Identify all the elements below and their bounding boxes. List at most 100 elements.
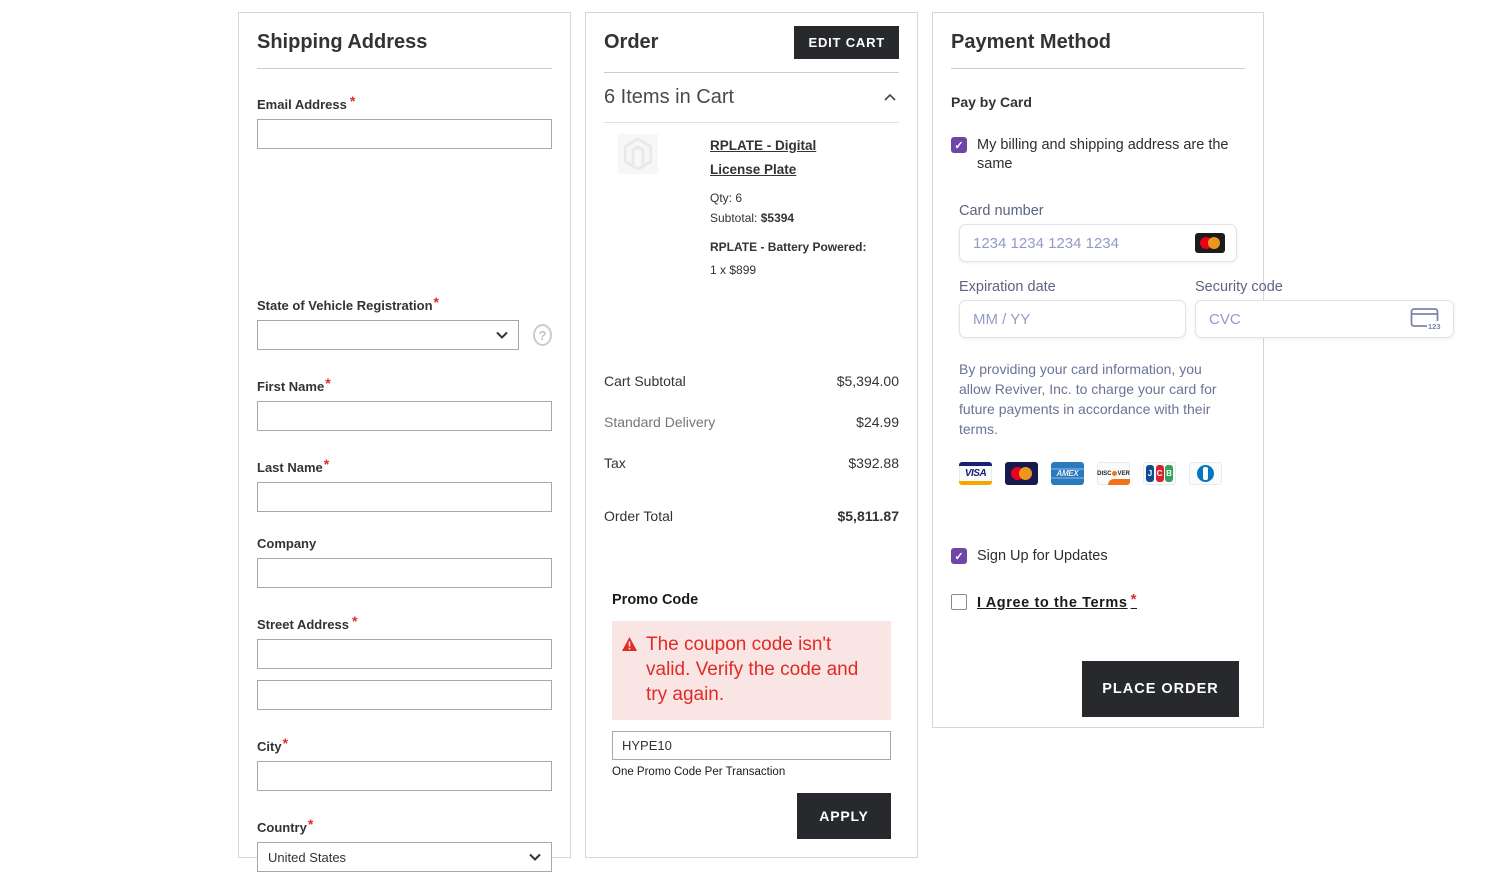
discover-icon: DISC VER bbox=[1097, 462, 1130, 485]
city-input[interactable] bbox=[257, 761, 552, 791]
total-row-tax: Tax $392.88 bbox=[604, 455, 899, 471]
first-name-field-group: First Name* bbox=[257, 375, 552, 431]
city-field-group: City* bbox=[257, 735, 552, 791]
svg-text:123: 123 bbox=[1428, 322, 1441, 331]
shipping-address-panel: Shipping Address Email Address * State of… bbox=[238, 12, 571, 872]
mastercard-icon bbox=[1005, 462, 1038, 485]
payment-method-title: Payment Method bbox=[951, 13, 1245, 69]
item-option-name: RPLATE - Battery Powered: bbox=[710, 240, 867, 254]
required-asterisk: * bbox=[325, 375, 331, 391]
billing-same-checkbox[interactable]: ✓ bbox=[951, 137, 967, 153]
first-name-label: First Name* bbox=[257, 375, 331, 394]
items-in-cart-header: 6 Items in Cart bbox=[604, 86, 735, 108]
form-spacer bbox=[257, 149, 552, 269]
signup-checkbox[interactable]: ✓ bbox=[951, 548, 967, 564]
promo-code-input[interactable] bbox=[612, 731, 891, 760]
place-order-button[interactable]: PLACE ORDER bbox=[1082, 661, 1239, 717]
cvc-card-icon: 123 bbox=[1410, 307, 1442, 331]
signup-label: Sign Up for Updates bbox=[977, 548, 1108, 564]
last-name-input[interactable] bbox=[257, 482, 552, 512]
card-number-input[interactable] bbox=[971, 233, 1195, 253]
email-label: Email Address * bbox=[257, 93, 356, 112]
state-label: State of Vehicle Registration* bbox=[257, 294, 439, 313]
card-disclaimer-text: By providing your card information, you … bbox=[959, 361, 1217, 437]
email-input[interactable] bbox=[257, 119, 552, 149]
required-asterisk: * bbox=[352, 613, 358, 629]
expiration-label: Expiration date bbox=[959, 279, 1056, 295]
state-select[interactable] bbox=[257, 320, 519, 350]
promo-code-title: Promo Code bbox=[612, 592, 699, 608]
promo-code-section: Promo Code The coupon code isn't valid. … bbox=[612, 592, 891, 839]
expiration-input[interactable] bbox=[971, 309, 1174, 329]
order-summary-panel: Order EDIT CART 6 Items in Cart RPLATE -… bbox=[585, 12, 918, 858]
apply-promo-button[interactable]: APPLY bbox=[797, 793, 891, 839]
email-field-group: Email Address * bbox=[257, 93, 552, 149]
required-asterisk: * bbox=[433, 294, 439, 310]
pay-by-card-label: Pay by Card bbox=[951, 94, 1032, 110]
first-name-input[interactable] bbox=[257, 401, 552, 431]
state-field-group: State of Vehicle Registration* ? bbox=[257, 294, 552, 350]
required-asterisk: * bbox=[349, 93, 356, 109]
item-subtotal: Subtotal: $5394 bbox=[710, 211, 795, 225]
shipping-address-title: Shipping Address bbox=[257, 13, 552, 69]
company-input[interactable] bbox=[257, 558, 552, 588]
street-address-input-1[interactable] bbox=[257, 639, 552, 669]
card-number-label: Card number bbox=[959, 203, 1044, 219]
security-code-field[interactable]: 123 bbox=[1195, 300, 1454, 338]
country-select[interactable]: United States bbox=[257, 842, 552, 872]
company-field-group: Company bbox=[257, 536, 552, 588]
city-label: City* bbox=[257, 735, 289, 754]
billing-same-label: My billing and shipping address are the … bbox=[977, 137, 1229, 172]
promo-note: One Promo Code Per Transaction bbox=[612, 766, 786, 778]
last-name-field-group: Last Name* bbox=[257, 456, 552, 512]
magento-placeholder-icon bbox=[624, 138, 652, 170]
chevron-up-icon bbox=[884, 93, 896, 101]
order-totals: Cart Subtotal $5,394.00 Standard Delivery… bbox=[604, 373, 899, 524]
street-address-label: Street Address * bbox=[257, 613, 358, 632]
billing-same-checkbox-row[interactable]: ✓ My billing and shipping address are th… bbox=[951, 136, 1245, 174]
required-asterisk: * bbox=[323, 456, 330, 472]
cart-item-row: RPLATE - Digital License Plate Qty: 6 Su… bbox=[604, 134, 899, 277]
accepted-card-brands: VISA AMEX DISC VER J C B bbox=[959, 462, 1237, 485]
last-name-label: Last Name* bbox=[257, 456, 330, 475]
chevron-down-icon bbox=[529, 853, 541, 861]
total-row-shipping: Standard Delivery $24.99 bbox=[604, 414, 899, 430]
order-title: Order bbox=[604, 31, 659, 53]
mastercard-brand-icon bbox=[1195, 233, 1225, 253]
jcb-icon: J C B bbox=[1143, 462, 1176, 485]
edit-cart-button[interactable]: EDIT CART bbox=[794, 26, 899, 59]
terms-link[interactable]: I Agree to the Terms * bbox=[977, 591, 1138, 611]
security-code-input[interactable] bbox=[1207, 309, 1410, 329]
security-code-label: Security code bbox=[1195, 279, 1283, 295]
diners-club-icon bbox=[1189, 462, 1222, 485]
required-asterisk: * bbox=[282, 735, 289, 751]
item-qty: Qty: 6 bbox=[710, 191, 743, 205]
country-select-value: United States bbox=[268, 849, 347, 865]
required-asterisk: * bbox=[307, 816, 314, 832]
collapse-cart-button[interactable] bbox=[881, 88, 899, 107]
company-label: Company bbox=[257, 536, 317, 551]
amex-icon: AMEX bbox=[1051, 462, 1084, 485]
card-number-field[interactable] bbox=[959, 224, 1237, 262]
total-row-grand: Order Total $5,811.87 bbox=[604, 508, 899, 524]
chevron-down-icon bbox=[496, 331, 508, 339]
expiration-field[interactable] bbox=[959, 300, 1186, 338]
street-field-group: Street Address * bbox=[257, 613, 552, 710]
terms-checkbox[interactable] bbox=[951, 594, 967, 610]
item-option-value: 1 x $899 bbox=[710, 263, 757, 277]
promo-error-message: The coupon code isn't valid. Verify the … bbox=[612, 621, 891, 720]
signup-checkbox-row[interactable]: ✓ Sign Up for Updates bbox=[951, 547, 1245, 566]
total-row-subtotal: Cart Subtotal $5,394.00 bbox=[604, 373, 899, 389]
required-asterisk: * bbox=[1130, 591, 1138, 608]
product-name-link[interactable]: RPLATE - Digital License Plate bbox=[710, 138, 817, 177]
help-icon[interactable]: ? bbox=[533, 324, 552, 346]
country-field-group: Country* United States bbox=[257, 816, 552, 872]
product-thumbnail bbox=[618, 134, 658, 174]
warning-icon bbox=[622, 637, 637, 651]
street-address-input-2[interactable] bbox=[257, 680, 552, 710]
terms-checkbox-row[interactable]: I Agree to the Terms * bbox=[951, 591, 1245, 613]
payment-method-panel: Payment Method Pay by Card ✓ My billing … bbox=[932, 12, 1454, 728]
card-form: Card number Expiration date Security cod… bbox=[959, 203, 1454, 338]
visa-icon: VISA bbox=[959, 462, 992, 485]
country-label: Country* bbox=[257, 816, 314, 835]
